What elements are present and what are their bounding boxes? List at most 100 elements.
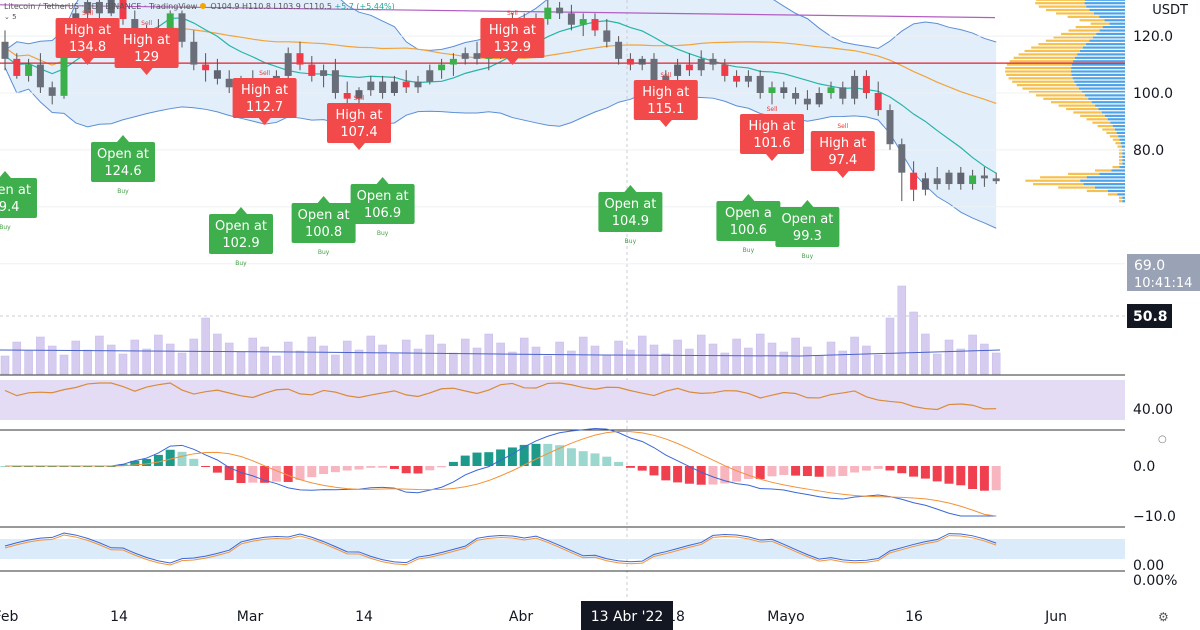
volume-bar	[154, 334, 163, 375]
macd-histogram-bar	[578, 451, 588, 466]
signal-label-text: Open at	[215, 219, 267, 234]
volume-profile-bar	[1117, 145, 1122, 148]
candle	[296, 41, 304, 71]
symbol-name[interactable]: Litecoin / TetherUS · 1D · BINANCE · Tra…	[4, 2, 198, 11]
volume-bar	[779, 351, 789, 375]
candle-body	[213, 70, 221, 79]
volume-profile-bar	[1077, 53, 1125, 56]
volume-profile-bar	[1089, 39, 1125, 42]
buy-signal-label: Open at 99.4 Buy	[0, 171, 37, 231]
macd-histogram-bar	[708, 466, 718, 485]
volume-bar	[319, 345, 328, 375]
signal-label-text: Open at	[604, 197, 656, 212]
macd-histogram-bar	[743, 466, 753, 479]
stoch-tick-label: 0.00	[1133, 558, 1164, 574]
signal-pointer	[766, 154, 778, 161]
price-tick-label: 120.0	[1133, 29, 1173, 45]
candle-body	[626, 58, 634, 65]
macd-histogram-bar	[437, 466, 447, 468]
indicator-length[interactable]: ⌄ 5	[4, 13, 17, 21]
candle	[685, 53, 693, 76]
volume-bar	[236, 351, 246, 375]
candle	[945, 169, 953, 190]
settings-gear-icon[interactable]: ⚙	[1158, 610, 1169, 624]
candle-body	[579, 19, 587, 25]
volume-profile-bar	[1071, 63, 1125, 66]
candle	[839, 81, 847, 105]
macd-histogram-bar	[696, 466, 706, 485]
volume-profile-bar	[1025, 179, 1081, 182]
volume-bar	[932, 353, 942, 375]
volume-bar	[649, 344, 659, 375]
rsi-tick-label: 40.00	[1133, 402, 1173, 418]
macd-histogram-bar	[979, 466, 989, 491]
volume-bar	[165, 343, 175, 375]
volume-profile-bar	[1043, 97, 1089, 100]
macd-histogram-bar	[378, 466, 388, 468]
volume-profile-bar	[1035, 2, 1085, 5]
candle-body	[756, 75, 764, 93]
time-tick-label: 16	[905, 609, 923, 625]
signal-label-text: High at	[489, 23, 536, 38]
volume-profile-bar	[1058, 186, 1095, 189]
macd-tick-label: 0.0	[1133, 459, 1155, 475]
volume-bar	[354, 349, 364, 375]
candle-body	[36, 64, 44, 88]
volume-profile-bar	[1072, 77, 1125, 80]
volume-profile-bar	[1111, 169, 1125, 172]
volume-profile-bar	[1084, 94, 1125, 97]
grid	[0, 0, 1125, 600]
signal-pointer	[836, 171, 849, 178]
volume-profile-bar	[1013, 56, 1075, 59]
macd-histogram-bar	[543, 443, 553, 466]
volume-bar	[83, 349, 92, 375]
volume-profile-bar	[1115, 142, 1121, 145]
candle-body	[426, 70, 434, 82]
buy-signal-label: Open at 102.9 Buy	[209, 207, 273, 267]
candle	[744, 70, 752, 88]
volume-bar	[673, 339, 682, 375]
candle-body	[969, 175, 977, 185]
macd-histogram-bar	[271, 466, 281, 482]
volume-profile-bar	[1097, 125, 1113, 128]
volume-profile-bar	[1119, 138, 1125, 141]
macd-histogram-bar	[673, 466, 683, 483]
candle	[36, 53, 44, 93]
candle	[320, 64, 328, 88]
macd-histogram-bar	[189, 458, 199, 466]
signal-pointer	[742, 194, 755, 201]
signal-value-text: 100.6	[730, 223, 767, 238]
volume-profile-bar	[1119, 152, 1123, 155]
candle-body	[638, 58, 646, 65]
volume-bar	[720, 352, 730, 375]
signal-value-text: 99.3	[793, 229, 822, 244]
candle-body	[308, 64, 316, 76]
stoch-tick-label: 0.00%	[1133, 573, 1177, 589]
volume-profile-bar	[1035, 94, 1085, 97]
macd-line	[5, 428, 997, 517]
volume-profile-bar	[1086, 189, 1108, 193]
pane-settings-icon[interactable]: ○	[1158, 434, 1167, 445]
candle-body	[84, 1, 92, 14]
volume-bar	[744, 347, 753, 375]
macd-histogram-bar	[909, 466, 919, 477]
volume-profile-bar	[1121, 145, 1125, 148]
buy-tag: Buy	[235, 260, 247, 267]
volume-profile-bar	[1122, 196, 1125, 199]
signal-box	[716, 201, 781, 241]
volume-profile-bar	[1099, 15, 1125, 18]
volume-bar	[661, 353, 671, 375]
candle-body	[803, 98, 811, 105]
symbol-header[interactable]: Litecoin / TetherUS · 1D · BINANCE · Tra…	[4, 2, 395, 11]
candle	[414, 75, 422, 93]
volume-profile-bar	[1122, 155, 1125, 158]
volume-profile-bar	[1050, 101, 1092, 104]
volume-bar	[885, 317, 895, 375]
signal-value-text: 134.8	[69, 40, 106, 55]
volume-bar	[578, 336, 588, 375]
volume-profile-bar	[1099, 29, 1125, 32]
macd-histogram-bar	[920, 466, 930, 479]
macd-histogram-bar	[496, 449, 506, 466]
sell-tag: Sell	[767, 106, 778, 113]
